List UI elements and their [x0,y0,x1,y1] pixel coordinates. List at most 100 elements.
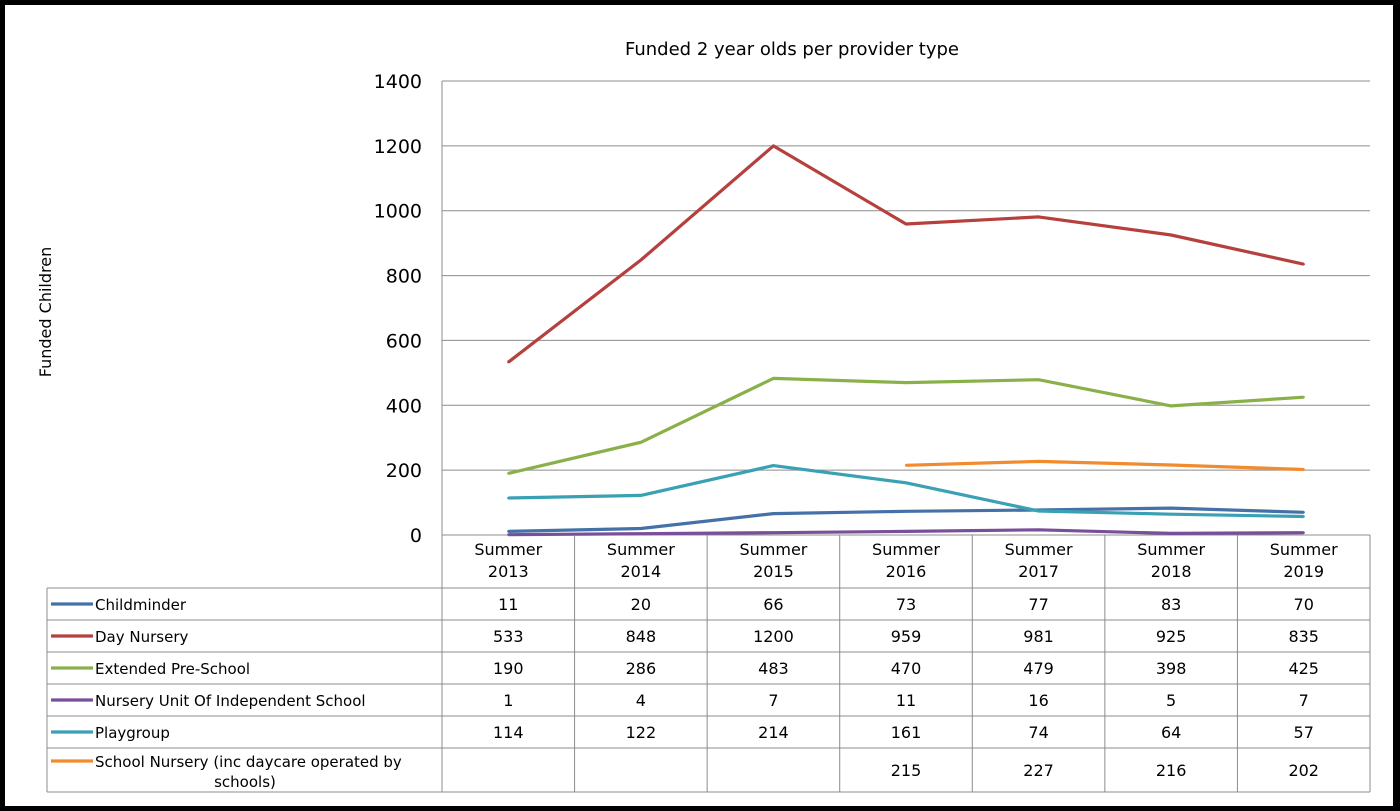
data-label: 1200 [753,627,794,646]
legend-label: Day Nursery [95,628,188,646]
y-tick-label: 400 [386,395,422,417]
data-label: 73 [896,595,916,614]
data-point [1169,513,1173,516]
x-tick-label: Summer 2018 [1137,540,1205,581]
data-point [904,481,908,484]
data-label: 64 [1161,723,1181,742]
data-label: 4 [636,691,646,710]
data-label: 7 [1299,691,1309,710]
data-point [1037,528,1040,532]
x-tick-label: Summer 2013 [474,540,542,581]
data-point [507,472,510,475]
data-point [639,494,643,497]
data-point [1302,515,1305,518]
data-label: 227 [1023,761,1054,780]
data-point [904,510,908,513]
data-point [772,531,775,534]
legend-label: School Nursery (inc daycare operated by s… [95,753,402,791]
data-point [1037,215,1040,219]
series-line [507,144,1305,364]
data-point [1302,263,1305,266]
data-point [1037,378,1040,381]
data-point [904,381,908,384]
data-label: 925 [1156,627,1187,646]
x-tick-label: Summer 2014 [607,540,675,581]
data-label: 215 [891,761,922,780]
data-label: 66 [763,595,783,614]
data-label: 20 [631,595,651,614]
data-label: 57 [1294,723,1314,742]
data-point [639,527,643,530]
y-axis-ticks: 0 200 400 600 800 1000 1200 1400 [374,71,422,547]
data-point [639,532,643,535]
data-point [1169,404,1173,408]
data-label: 77 [1028,595,1048,614]
data-label: 114 [493,723,524,742]
data-label: 122 [626,723,657,742]
legend-label: Playgroup [95,724,170,742]
data-point [1169,233,1173,237]
chart-frame: Funded 2 year olds per provider type Fun… [5,5,1393,806]
data-label: 161 [891,723,922,742]
data-label: 1 [503,691,513,710]
data-label: 202 [1288,761,1319,780]
series-lines [507,144,1305,537]
data-label: 470 [891,659,922,678]
data-point [772,512,775,515]
y-tick-label: 600 [386,330,422,352]
data-label: 7 [768,691,778,710]
legend-label: Nursery Unit Of Independent School [95,692,366,710]
data-point [1302,511,1305,514]
y-tick-label: 1000 [374,201,422,223]
data-label: 74 [1028,723,1048,742]
y-tick-label: 800 [386,266,422,288]
y-axis-label: Funded Children [36,247,55,377]
line-chart: Funded 2 year olds per provider type Fun… [36,39,1371,793]
data-label: 70 [1294,595,1314,614]
data-label: 398 [1156,659,1187,678]
data-label: 83 [1161,595,1181,614]
data-point [1037,509,1040,513]
data-label: 959 [891,627,922,646]
data-point [507,530,510,533]
data-label: 533 [493,627,524,646]
data-point [507,533,510,536]
data-point [904,222,908,226]
data-label: 11 [896,691,916,710]
series-line [507,376,1304,475]
y-tick-label: 0 [410,525,422,547]
data-point [1302,468,1305,471]
data-label: 425 [1288,659,1319,678]
data-label: 981 [1023,627,1054,646]
data-label: 11 [498,595,518,614]
y-tick-label: 1400 [374,71,422,93]
x-tick-label: Summer 2016 [872,540,940,581]
x-tick-label: Summer 2015 [739,540,807,581]
data-label: 479 [1023,659,1054,678]
data-label: 216 [1156,761,1187,780]
data-point [1037,460,1040,463]
data-point [772,464,775,467]
legend-label: Extended Pre-School [95,660,250,678]
data-label: 286 [626,659,657,678]
data-point [1302,395,1305,399]
data-point [1169,506,1173,510]
gridlines [441,80,1370,536]
legend-label: Childminder [95,596,187,614]
data-label: 214 [758,723,789,742]
data-point [507,360,510,364]
data-point [1169,463,1173,467]
data-label: 848 [626,627,657,646]
data-label: 190 [493,659,524,678]
data-label: 5 [1166,691,1176,710]
data-point [904,464,908,467]
data-point [772,144,775,148]
data-point [639,441,643,444]
data-point [1169,532,1173,535]
chart-title: Funded 2 year olds per provider type [625,39,959,60]
data-table: Summer 2013 Summer 2014 Summer 2015 Summer 2016… [46,535,1371,793]
data-point [772,377,775,380]
data-label: 483 [758,659,789,678]
y-tick-label: 1200 [374,136,422,158]
series-line [905,459,1304,472]
